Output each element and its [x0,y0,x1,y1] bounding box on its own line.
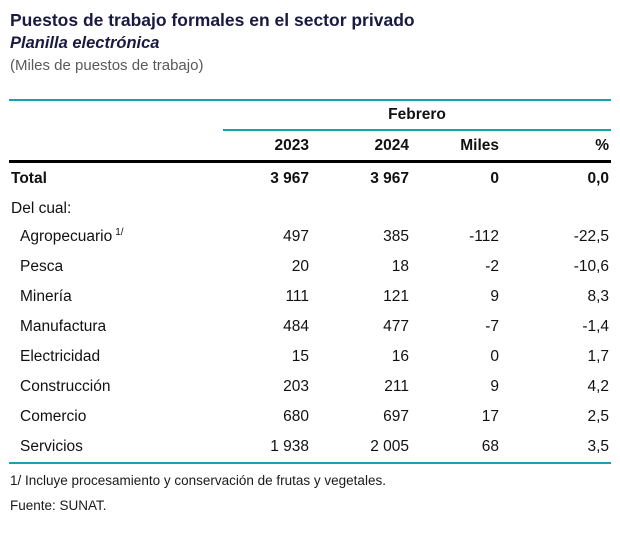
row-label: Manufactura [20,317,107,335]
group-header-febrero: Febrero [223,99,612,131]
cell-value: 111 [285,287,309,305]
cell-value: -1,4 [582,317,610,335]
cell-value: 0 [490,169,499,187]
table-row-section: Del cual: [9,194,611,222]
source-note: Fuente: SUNAT. [10,497,107,513]
table-row: Minería 111 121 9 8,3 [9,282,611,312]
column-header-pct: % [501,129,612,163]
table-row: Pesca 20 18 -2 -10,6 [9,252,611,282]
cell-value: 2 005 [311,431,411,464]
cell-value: 3 967 [270,169,309,187]
cell-value: 1,7 [587,347,610,365]
cell-value: 9 [490,377,499,395]
cell-value: 1 938 [223,431,311,464]
cell-value: -7 [485,317,499,335]
cell-value: 484 [283,317,309,335]
column-header-miles: Miles [411,129,501,163]
cell-value: 17 [481,407,499,425]
cell-value: 8,3 [587,287,610,305]
cell-value: 0 [490,347,499,365]
cell-value: 68 [411,431,501,464]
cell-value: 385 [383,227,409,245]
cell-value: 121 [383,287,409,305]
unit-note: (Miles de puestos de trabajo) [10,56,204,74]
section-label: Del cual: [11,199,72,217]
cell-value: 18 [391,257,409,275]
page-title: Puestos de trabajo formales en el sector… [10,10,415,30]
report-page: Puestos de trabajo formales en el sector… [9,10,612,513]
page-subtitle: Planilla electrónica [10,33,160,52]
cell-value: 3,5 [501,431,612,464]
row-label: Servicios [9,431,223,464]
cell-value: -10,6 [573,257,610,275]
row-label: Minería [20,287,72,305]
jobs-table: Febrero 2023 2024 Miles % Total 3 967 3 … [9,98,612,464]
table-row: Comercio 680 697 17 2,5 [9,402,611,432]
table-row: Electricidad 15 16 0 1,7 [9,342,611,372]
cell-value: 497 [283,227,309,245]
cell-value: 0,0 [587,169,610,187]
column-header-blank [9,129,223,163]
row-label: Construcción [20,377,111,395]
table-row: Manufactura 484 477 -7 -1,4 [9,312,611,342]
table-row: Construcción 203 211 9 4,2 [9,372,611,402]
cell-value: 211 [384,377,409,395]
group-header-spacer [9,100,223,130]
table-row: Servicios 1 938 2 005 68 3,5 [9,431,612,464]
group-header-row: Febrero [9,99,612,131]
column-header-2023: 2023 [223,129,311,163]
row-label: Comercio [20,407,87,425]
row-label: Pesca [20,257,64,275]
cell-value: 9 [490,287,499,305]
footnote-marker: 1/ [115,226,124,238]
row-label: Agropecuario 1/ [20,226,124,245]
cell-value: -112 [469,227,499,245]
table-row: Agropecuario 1/ 497 385 -112 -22,5 [9,222,611,252]
cell-value: 3 967 [370,169,409,187]
table-row-total: Total 3 967 3 967 0 0,0 [9,161,611,194]
cell-value: 20 [291,257,309,275]
cell-value: 680 [283,407,309,425]
cell-value: 4,2 [587,377,610,395]
cell-value: 477 [383,317,409,335]
cell-value: 16 [391,347,409,365]
cell-value: -2 [485,257,499,275]
cell-value: 203 [283,377,309,395]
table-footnote: 1/ Incluye procesamiento y conservación … [10,472,386,488]
cell-value: 2,5 [587,407,610,425]
column-header-2024: 2024 [311,129,411,163]
column-header-row: 2023 2024 Miles % [9,129,612,163]
cell-value: 15 [291,347,309,365]
row-label: Total [11,169,47,187]
row-label: Electricidad [20,347,101,365]
cell-value: 697 [383,407,409,425]
cell-value: -22,5 [573,227,610,245]
